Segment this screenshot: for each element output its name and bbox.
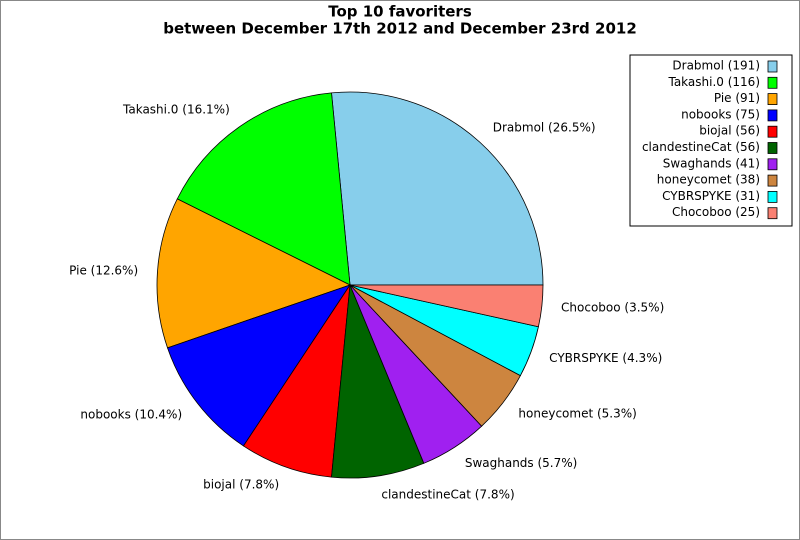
slice-label: Swaghands (5.7%) (465, 456, 578, 470)
legend-swatch (767, 93, 778, 105)
chart-title: Top 10 favoriters (328, 3, 472, 21)
legend-label: Pie (91) (714, 91, 760, 105)
legend-swatch (767, 174, 778, 187)
legend-label: Takashi.0 (116) (667, 75, 760, 89)
legend-label: biojal (56) (699, 124, 760, 138)
legend-swatch (767, 60, 778, 73)
slice-label: honeycomet (5.3%) (518, 407, 636, 421)
legend-swatch (767, 207, 778, 220)
legend-swatch (767, 76, 778, 89)
legend-label: Swaghands (41) (663, 156, 760, 170)
slice-label: Drabmol (26.5%) (493, 120, 596, 134)
slice-label: clandestineCat (7.8%) (381, 487, 514, 501)
legend-label: honeycomet (38) (657, 173, 760, 187)
legend-label: Drabmol (191) (672, 59, 760, 73)
pie-slice (331, 91, 544, 286)
chart-subtitle: between December 17th 2012 and December … (163, 20, 637, 38)
legend-box (629, 54, 793, 227)
pie-slice (167, 284, 351, 447)
legend-swatch (767, 190, 778, 203)
slice-label: biojal (7.8%) (203, 478, 279, 492)
legend-label: clandestineCat (56) (642, 140, 760, 154)
pie-slice (331, 284, 425, 479)
legend-label: CYBRSPYKE (31) (662, 189, 760, 203)
slice-label: Chocoboo (3.5%) (561, 301, 664, 315)
slice-label: Takashi.0 (16.1%) (122, 103, 230, 117)
pie-slice (349, 284, 544, 328)
slice-label: nobooks (10.4%) (80, 407, 182, 421)
pie-slice (242, 284, 351, 478)
pie-slice (176, 92, 351, 286)
legend-label: Chocoboo (25) (672, 205, 760, 219)
slice-label: CYBRSPYKE (4.3%) (549, 351, 662, 365)
legend-swatch (767, 109, 778, 122)
legend-swatch (767, 158, 778, 171)
legend-swatch (767, 125, 778, 138)
legend-swatch (767, 142, 778, 154)
slice-label: Pie (12.6%) (69, 264, 138, 278)
legend-label: nobooks (75) (681, 107, 760, 121)
pie-slice (156, 198, 352, 349)
